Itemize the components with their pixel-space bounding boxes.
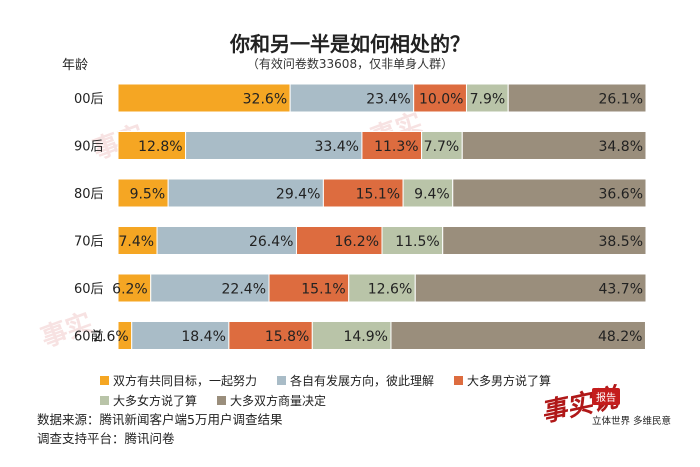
legend-label: 双方有共同目标，一起努力 bbox=[113, 374, 258, 388]
value-label: 14.9% bbox=[343, 329, 387, 345]
value-label: 26.4% bbox=[249, 234, 293, 250]
legend-swatch bbox=[454, 376, 464, 385]
value-label: 10.0% bbox=[419, 92, 463, 108]
bar-segment bbox=[185, 131, 363, 160]
value-label: 2.6% bbox=[93, 329, 129, 345]
legend-label: 大多双方商量决定 bbox=[230, 394, 327, 408]
value-label: 22.4% bbox=[222, 282, 266, 298]
value-label: 26.1% bbox=[599, 92, 643, 108]
legend-swatch bbox=[100, 396, 109, 405]
value-label: 18.4% bbox=[181, 329, 225, 345]
bar-segment bbox=[268, 273, 350, 303]
bar-segment bbox=[150, 273, 270, 303]
bar-segment bbox=[131, 321, 230, 350]
legend-row-2: 大多女方说了算 大多双方商量决定 bbox=[100, 392, 620, 409]
legend-item-common-goal: 双方有共同目标，一起努力 bbox=[100, 372, 257, 389]
bar-segment bbox=[348, 273, 416, 303]
source-line-1: 数据来源：腾讯新闻客户端5万用户调查结果 bbox=[37, 412, 283, 427]
legend: 双方有共同目标，一起努力 各自有发展方向，彼此理解 大多男方说了算 大多女方说了… bbox=[100, 372, 620, 412]
brand-logo: 事实说 报告 立体世界 多维民意 bbox=[538, 383, 690, 440]
value-label: 32.6% bbox=[243, 92, 287, 108]
legend-swatch bbox=[100, 376, 109, 385]
value-label: 33.4% bbox=[314, 139, 358, 155]
logo-tagline: 立体世界 多维民意 bbox=[592, 416, 672, 427]
bar-segment bbox=[452, 178, 647, 208]
value-label: 34.8% bbox=[599, 139, 643, 155]
bar-segment bbox=[117, 226, 158, 255]
value-label: 7.4% bbox=[118, 234, 154, 250]
bar-segment bbox=[322, 178, 404, 208]
bar-segment bbox=[461, 131, 647, 160]
bar-segment bbox=[117, 273, 152, 303]
category-label: 60后 bbox=[74, 282, 104, 297]
bar-segment bbox=[442, 226, 647, 255]
value-label: 23.4% bbox=[366, 92, 410, 108]
value-label: 9.5% bbox=[130, 187, 166, 203]
bar-segment bbox=[295, 226, 383, 255]
value-label: 36.6% bbox=[599, 187, 643, 203]
value-label: 29.4% bbox=[276, 187, 320, 203]
value-label: 16.2% bbox=[335, 234, 379, 250]
bar-segment bbox=[156, 226, 297, 255]
bar-segment bbox=[361, 131, 423, 160]
bar-segment bbox=[117, 131, 187, 160]
data-source: 数据来源：腾讯新闻客户端5万用户调查结果 调查支持平台：腾讯问卷 bbox=[37, 410, 282, 448]
age-axis-header: 年龄 bbox=[62, 58, 89, 73]
chart-subtitle: （有效问卷数33608，仅非单身人群） bbox=[246, 57, 454, 71]
category-label: 60前 bbox=[74, 329, 104, 345]
value-label: 48.2% bbox=[598, 329, 642, 345]
source-line-2: 调查支持平台：腾讯问卷 bbox=[37, 431, 175, 446]
legend-swatch bbox=[217, 396, 227, 405]
bar-segment bbox=[413, 83, 467, 113]
bar-segment bbox=[402, 178, 454, 208]
category-label: 00后 bbox=[74, 92, 104, 107]
legend-item-mostly-discuss: 大多双方商量决定 bbox=[217, 392, 326, 409]
value-label: 7.9% bbox=[470, 92, 506, 108]
value-label: 9.4% bbox=[414, 187, 450, 203]
category-label: 80后 bbox=[74, 187, 104, 202]
value-label: 15.1% bbox=[356, 187, 400, 203]
value-label: 11.3% bbox=[374, 139, 418, 155]
bar-segment bbox=[167, 178, 324, 208]
value-label: 7.7% bbox=[424, 139, 460, 155]
value-label: 43.7% bbox=[599, 282, 643, 298]
legend-row-1: 双方有共同目标，一起努力 各自有发展方向，彼此理解 大多男方说了算 bbox=[100, 372, 620, 389]
logo-badge: 报告 bbox=[592, 388, 620, 405]
bar-segment bbox=[465, 83, 509, 113]
category-label: 70后 bbox=[74, 235, 104, 250]
bar-segment bbox=[390, 321, 646, 350]
value-label: 12.6% bbox=[368, 282, 412, 298]
value-label: 11.5% bbox=[395, 234, 439, 250]
bar-segment bbox=[414, 273, 647, 303]
legend-label: 各自有发展方向，彼此理解 bbox=[290, 374, 435, 388]
value-label: 15.8% bbox=[265, 329, 309, 345]
bar-segment bbox=[117, 83, 291, 113]
legend-item-mostly-woman: 大多女方说了算 bbox=[100, 392, 197, 409]
chart-title: 你和另一半是如何相处的？ bbox=[230, 32, 470, 56]
legend-label: 大多女方说了算 bbox=[113, 394, 198, 408]
legend-item-mostly-man: 大多男方说了算 bbox=[454, 372, 551, 389]
value-label: 15.1% bbox=[301, 282, 345, 298]
legend-label: 大多男方说了算 bbox=[467, 374, 552, 388]
value-label: 12.8% bbox=[138, 139, 182, 155]
legend-item-own-direction: 各自有发展方向，彼此理解 bbox=[277, 372, 434, 389]
bar-segment bbox=[228, 321, 313, 350]
value-label: 38.5% bbox=[599, 234, 643, 250]
category-label: 90后 bbox=[74, 140, 104, 155]
value-label: 6.2% bbox=[112, 282, 148, 298]
bar-segment bbox=[507, 83, 647, 113]
bar-segment bbox=[381, 226, 444, 255]
bar-segment bbox=[117, 178, 169, 208]
legend-swatch bbox=[277, 376, 287, 385]
